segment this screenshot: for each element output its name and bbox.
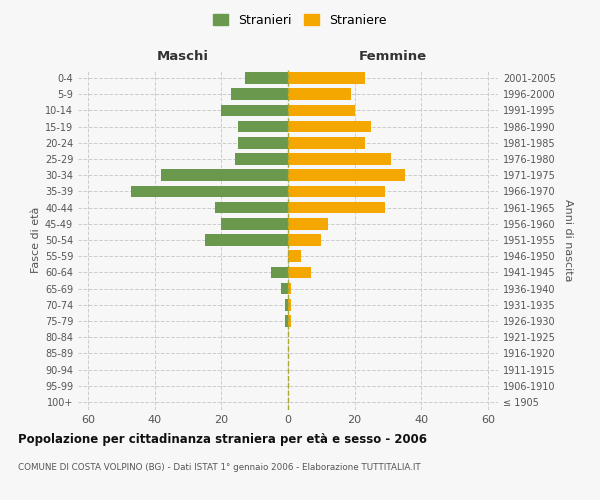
Text: Femmine: Femmine <box>359 50 427 63</box>
Bar <box>288 153 391 165</box>
Bar <box>238 121 288 132</box>
Bar <box>281 282 288 294</box>
Bar <box>288 88 352 100</box>
Bar <box>288 250 301 262</box>
Bar <box>161 170 288 181</box>
Bar <box>235 153 288 165</box>
Bar <box>288 137 365 148</box>
Bar <box>205 234 288 246</box>
Bar <box>131 186 288 198</box>
Bar <box>288 315 292 327</box>
Y-axis label: Anni di nascita: Anni di nascita <box>563 198 572 281</box>
Bar <box>245 72 288 84</box>
Bar <box>271 266 288 278</box>
Y-axis label: Fasce di età: Fasce di età <box>31 207 41 273</box>
Bar <box>288 170 404 181</box>
Legend: Stranieri, Straniere: Stranieri, Straniere <box>208 8 392 32</box>
Bar <box>288 202 385 213</box>
Bar <box>215 202 288 213</box>
Bar <box>284 315 288 327</box>
Bar <box>288 104 355 117</box>
Bar <box>288 266 311 278</box>
Bar <box>288 234 322 246</box>
Bar <box>288 72 365 84</box>
Bar <box>232 88 288 100</box>
Bar <box>221 104 288 117</box>
Bar <box>288 282 292 294</box>
Text: Popolazione per cittadinanza straniera per età e sesso - 2006: Popolazione per cittadinanza straniera p… <box>18 432 427 446</box>
Bar <box>221 218 288 230</box>
Bar <box>284 299 288 310</box>
Bar <box>288 218 328 230</box>
Bar <box>288 299 292 310</box>
Bar <box>288 121 371 132</box>
Text: COMUNE DI COSTA VOLPINO (BG) - Dati ISTAT 1° gennaio 2006 - Elaborazione TUTTITA: COMUNE DI COSTA VOLPINO (BG) - Dati ISTA… <box>18 462 421 471</box>
Bar <box>288 186 385 198</box>
Bar <box>238 137 288 148</box>
Text: Maschi: Maschi <box>157 50 209 63</box>
